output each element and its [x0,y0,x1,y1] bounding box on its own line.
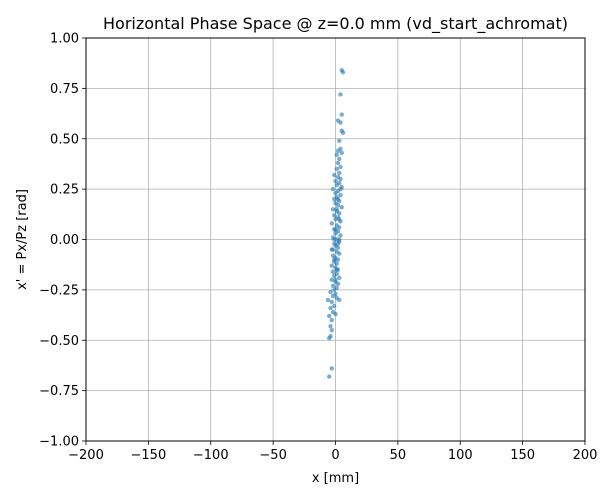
data-point [329,317,334,323]
scatter-points [325,68,346,379]
y-axis-title: x' = Px/Pz [rad] [15,189,30,290]
data-point [332,172,337,178]
data-point [330,186,336,192]
data-point [334,261,339,266]
data-point [329,366,334,371]
data-point [332,273,337,278]
y-tick-label: −0.25 [39,283,79,298]
x-tick-label: 50 [390,448,407,463]
data-point [340,70,346,75]
data-point [330,269,336,274]
data-point [332,197,337,202]
data-point [329,277,334,282]
data-point [329,327,334,333]
data-point [339,205,344,210]
data-point [333,311,338,317]
data-point [337,156,342,162]
data-point [337,297,342,303]
data-point [332,257,337,262]
x-axis-ticks: −200 −150 −100 −50 0 50 100 150 200 [68,441,597,463]
data-point [334,267,339,272]
data-point [334,207,339,212]
data-point [330,283,336,289]
data-point [335,197,341,202]
data-point [339,150,344,156]
x-axis-title: x [mm] [312,471,359,486]
y-tick-label: −1.00 [39,435,79,450]
data-point [330,293,336,299]
data-point [328,305,333,311]
x-tick-label: −100 [193,448,229,463]
data-point [328,323,333,329]
data-point [338,92,343,97]
data-point [327,336,332,341]
data-point [333,178,338,184]
data-point [337,225,342,230]
data-point [334,166,339,172]
data-point [338,233,343,238]
x-tick-label: 200 [573,448,598,463]
y-tick-label: 0.25 [50,183,79,198]
data-point [335,148,341,154]
y-tick-label: 0.50 [50,132,79,147]
data-point [337,251,342,256]
x-tick-label: 100 [448,448,473,463]
y-axis-ticks: −1.00 −0.75 −0.50 −0.25 0.00 0.25 0.50 0.75 1.00 [39,32,86,450]
data-point [332,213,337,218]
y-tick-label: −0.50 [39,334,79,349]
data-point [333,231,338,236]
data-point [338,192,343,198]
data-point [337,170,342,176]
x-tick-label: 150 [510,448,535,463]
data-point [334,182,339,188]
data-point [335,203,341,208]
data-point [333,277,338,282]
data-point [329,299,334,305]
data-point [333,190,338,196]
data-point [340,130,346,135]
data-point [338,164,343,170]
chart-title: Horizontal Phase Space @ z=0.0 mm (vd_st… [103,14,568,34]
data-point [337,237,342,242]
y-tick-label: −0.75 [39,384,79,399]
data-point [327,313,332,319]
data-point [327,374,332,379]
data-point [335,160,341,166]
data-point [335,245,341,250]
data-point [333,217,338,222]
data-point [335,257,341,262]
data-point [328,289,333,295]
data-point [337,217,342,222]
x-tick-label: −50 [259,448,286,463]
data-point [333,227,338,232]
data-point [329,263,334,268]
data-point [330,207,336,212]
data-point [339,112,344,117]
data-point [325,297,331,303]
data-point [337,275,342,280]
data-point [338,186,343,192]
data-point [337,211,342,216]
x-tick-label: −150 [131,448,167,463]
data-point [329,221,334,226]
data-point [338,176,343,182]
data-point [337,138,342,143]
data-point [332,237,337,242]
data-point [332,303,337,309]
data-point [334,152,339,158]
data-point [335,118,341,123]
data-point [335,241,341,246]
x-tick-label: 0 [331,448,339,463]
y-tick-label: 0.00 [50,233,79,248]
y-tick-label: 1.00 [50,32,79,47]
y-tick-label: 0.75 [50,82,79,97]
x-tick-label: −200 [68,448,104,463]
data-point [332,287,337,293]
data-point [330,247,336,252]
data-point [335,281,341,287]
